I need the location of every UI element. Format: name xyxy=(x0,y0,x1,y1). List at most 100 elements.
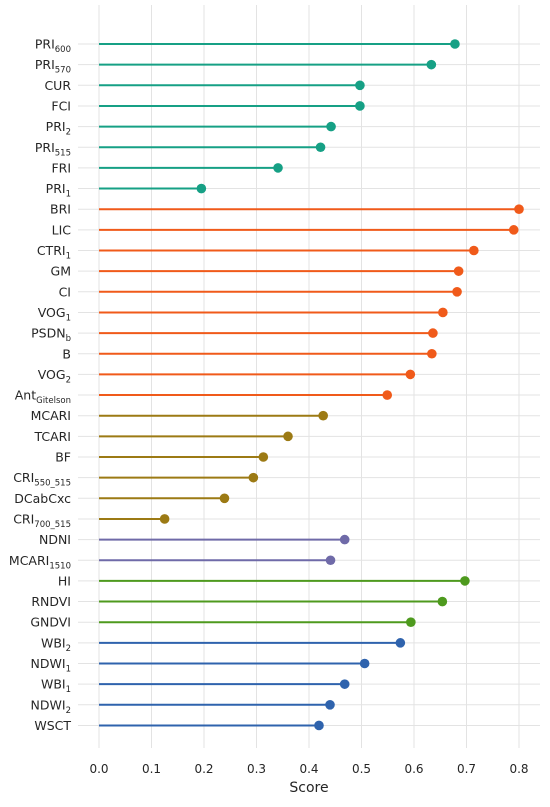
lollipop-dot xyxy=(258,452,269,462)
category-label-base: NDWI xyxy=(31,697,66,712)
stem-layer xyxy=(99,43,519,727)
category-label-base: MCARI xyxy=(9,553,49,568)
lollipop-dot xyxy=(359,658,370,669)
category-label-base: WSCT xyxy=(34,718,71,733)
category-label-subscript: b xyxy=(66,334,71,344)
category-label: WSCT xyxy=(34,718,71,733)
category-label-base: PRI xyxy=(35,37,55,52)
lollipop-dot xyxy=(427,348,437,359)
category-label-subscript: 550_515 xyxy=(34,479,71,489)
category-label: CRI700_515 xyxy=(13,511,71,530)
category-label: VOG2 xyxy=(38,367,71,386)
lollipop-dot xyxy=(453,266,464,276)
category-label: GNDVI xyxy=(30,615,71,630)
x-tick-label: 0.8 xyxy=(509,762,528,776)
category-label-base: MCARI xyxy=(31,408,71,423)
lollipop-dot xyxy=(406,617,416,627)
category-label: CRI550_515 xyxy=(13,470,71,489)
category-label-base: PRI xyxy=(35,57,55,72)
category-label-base: PSDN xyxy=(31,326,65,341)
category-label: FRI xyxy=(51,160,71,175)
x-tick-label: 0.0 xyxy=(89,762,108,776)
category-label-base: WBI xyxy=(41,677,66,692)
category-label: PRI2 xyxy=(46,119,71,138)
category-label-base: VOG xyxy=(38,305,66,320)
category-label-base: GM xyxy=(51,264,71,279)
category-label: MCARI xyxy=(31,408,71,423)
x-tick-layer: 0.0 0.1 0.2 0.3 0.4 0.5 0.6 0.7 0.8 xyxy=(89,762,528,776)
category-label: RNDVI xyxy=(31,594,71,609)
category-label-subscript: Gitelson xyxy=(36,396,71,406)
lollipop-dot xyxy=(339,679,350,689)
category-label: GM xyxy=(51,264,71,279)
lollipop-dot xyxy=(325,700,335,710)
x-tick-label: 0.1 xyxy=(142,762,161,776)
category-label: NDWI2 xyxy=(31,697,71,716)
category-label-base: Ant xyxy=(15,388,36,403)
category-label: PRI570 xyxy=(35,57,71,76)
x-tick-label: 0.4 xyxy=(299,762,318,776)
category-label-base: GNDVI xyxy=(30,615,71,630)
category-label-base: BF xyxy=(55,450,71,465)
category-label-base: WBI xyxy=(41,635,66,650)
category-label: VOG1 xyxy=(38,305,71,324)
category-label-base: PRI xyxy=(35,140,55,155)
lollipop-dot xyxy=(355,80,365,91)
category-label-subscript: 1510 xyxy=(49,561,71,571)
category-label-subscript: 1 xyxy=(66,665,71,675)
category-label-subscript: 570 xyxy=(55,66,71,76)
category-label: PSDNb xyxy=(31,326,71,345)
category-label-subscript: 1 xyxy=(66,252,71,262)
category-label-base: DCabCxc xyxy=(14,491,71,506)
category-label: DCabCxc xyxy=(14,491,71,506)
lollipop-dot xyxy=(395,638,406,648)
category-label-base: NDNI xyxy=(39,532,71,547)
category-label: BRI xyxy=(50,202,71,217)
category-label: WBI2 xyxy=(41,635,71,654)
category-label-base: CUR xyxy=(44,78,71,93)
category-label: PRI1 xyxy=(46,181,71,200)
lollipop-dot xyxy=(452,287,462,297)
lollipop-dot xyxy=(326,121,336,132)
category-label: NDWI1 xyxy=(31,656,71,675)
category-label-base: BRI xyxy=(50,202,71,217)
category-label: WBI1 xyxy=(41,677,71,696)
category-label-base: B xyxy=(62,346,71,361)
x-tick-label: 0.6 xyxy=(404,762,423,776)
category-label-base: VOG xyxy=(38,367,66,382)
category-label-subscript: 1 xyxy=(66,313,71,323)
category-label: CUR xyxy=(44,78,71,93)
lollipop-dot xyxy=(314,720,324,731)
grid-layer xyxy=(78,5,540,748)
lollipop-dot xyxy=(437,596,448,607)
category-label-subscript: 2 xyxy=(66,644,71,654)
lollipop-dot xyxy=(508,225,519,235)
category-label-base: PRI xyxy=(46,181,66,196)
category-label-subscript: 2 xyxy=(66,706,71,716)
category-label-base: FRI xyxy=(51,160,71,175)
category-label: PRI600 xyxy=(35,37,71,56)
category-label-base: CTRI xyxy=(37,243,66,258)
category-label: TCARI xyxy=(33,429,71,444)
category-label: PRI515 xyxy=(35,140,71,159)
lollipop-dot xyxy=(325,555,336,566)
category-label-subscript: 700_515 xyxy=(34,520,71,530)
lollipop-dot xyxy=(469,245,479,256)
x-tick-label: 0.3 xyxy=(247,762,266,776)
category-label: HI xyxy=(58,573,71,588)
lollipop-dot xyxy=(283,431,293,442)
lollipop-dot xyxy=(219,493,230,504)
lollipop-dot xyxy=(339,534,350,545)
category-label: BF xyxy=(55,450,71,465)
lollipop-dot xyxy=(273,163,283,173)
category-label-layer: PRI600PRI570CURFCIPRI2PRI515FRIPRI1BRILI… xyxy=(9,37,71,733)
lollipop-dot xyxy=(355,101,365,111)
lollipop-dot xyxy=(382,390,393,400)
lollipop-dot xyxy=(405,369,416,380)
lollipop-dot xyxy=(248,472,259,483)
lollipop-dot xyxy=(315,142,326,153)
category-label-base: CRI xyxy=(13,470,34,485)
lollipop-dot xyxy=(460,576,470,586)
